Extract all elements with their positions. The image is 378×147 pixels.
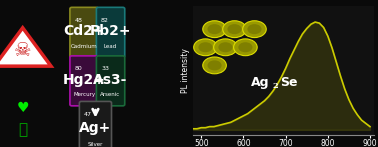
FancyBboxPatch shape	[96, 56, 125, 106]
Text: Se: Se	[280, 76, 297, 89]
FancyBboxPatch shape	[70, 56, 98, 106]
Text: Ag+: Ag+	[79, 121, 112, 135]
Circle shape	[203, 57, 226, 74]
Circle shape	[243, 21, 266, 38]
Circle shape	[194, 39, 217, 56]
Text: Hg2+: Hg2+	[63, 73, 105, 87]
Circle shape	[228, 24, 242, 34]
Text: ☠: ☠	[14, 41, 31, 60]
Text: Arsenic: Arsenic	[101, 92, 121, 97]
Text: Cadmium: Cadmium	[71, 44, 98, 49]
Text: Pb2+: Pb2+	[90, 24, 131, 38]
Circle shape	[214, 39, 237, 56]
Circle shape	[234, 39, 257, 56]
Text: Lead: Lead	[104, 44, 117, 49]
Text: Mercury: Mercury	[73, 92, 95, 97]
Circle shape	[198, 42, 212, 52]
Text: 47: 47	[84, 112, 92, 117]
Text: As3-: As3-	[93, 73, 128, 87]
Circle shape	[203, 21, 226, 38]
Circle shape	[218, 42, 232, 52]
Circle shape	[247, 24, 262, 34]
Text: 🤲: 🤲	[18, 122, 27, 137]
Text: 48: 48	[74, 18, 82, 23]
FancyBboxPatch shape	[79, 101, 112, 147]
Text: 2: 2	[273, 82, 278, 90]
FancyBboxPatch shape	[96, 7, 125, 57]
Polygon shape	[0, 28, 51, 66]
Text: Cd2+: Cd2+	[64, 24, 105, 38]
Circle shape	[208, 24, 222, 34]
Text: ♥: ♥	[16, 101, 29, 115]
Text: 80: 80	[74, 66, 82, 71]
Text: 82: 82	[101, 18, 109, 23]
Text: Silver: Silver	[88, 142, 103, 147]
Text: Ag: Ag	[251, 76, 270, 89]
Text: 33: 33	[101, 66, 109, 71]
FancyBboxPatch shape	[70, 7, 98, 57]
Y-axis label: PL intensity: PL intensity	[181, 48, 190, 93]
Circle shape	[208, 60, 222, 70]
Circle shape	[238, 42, 253, 52]
Circle shape	[223, 21, 246, 38]
